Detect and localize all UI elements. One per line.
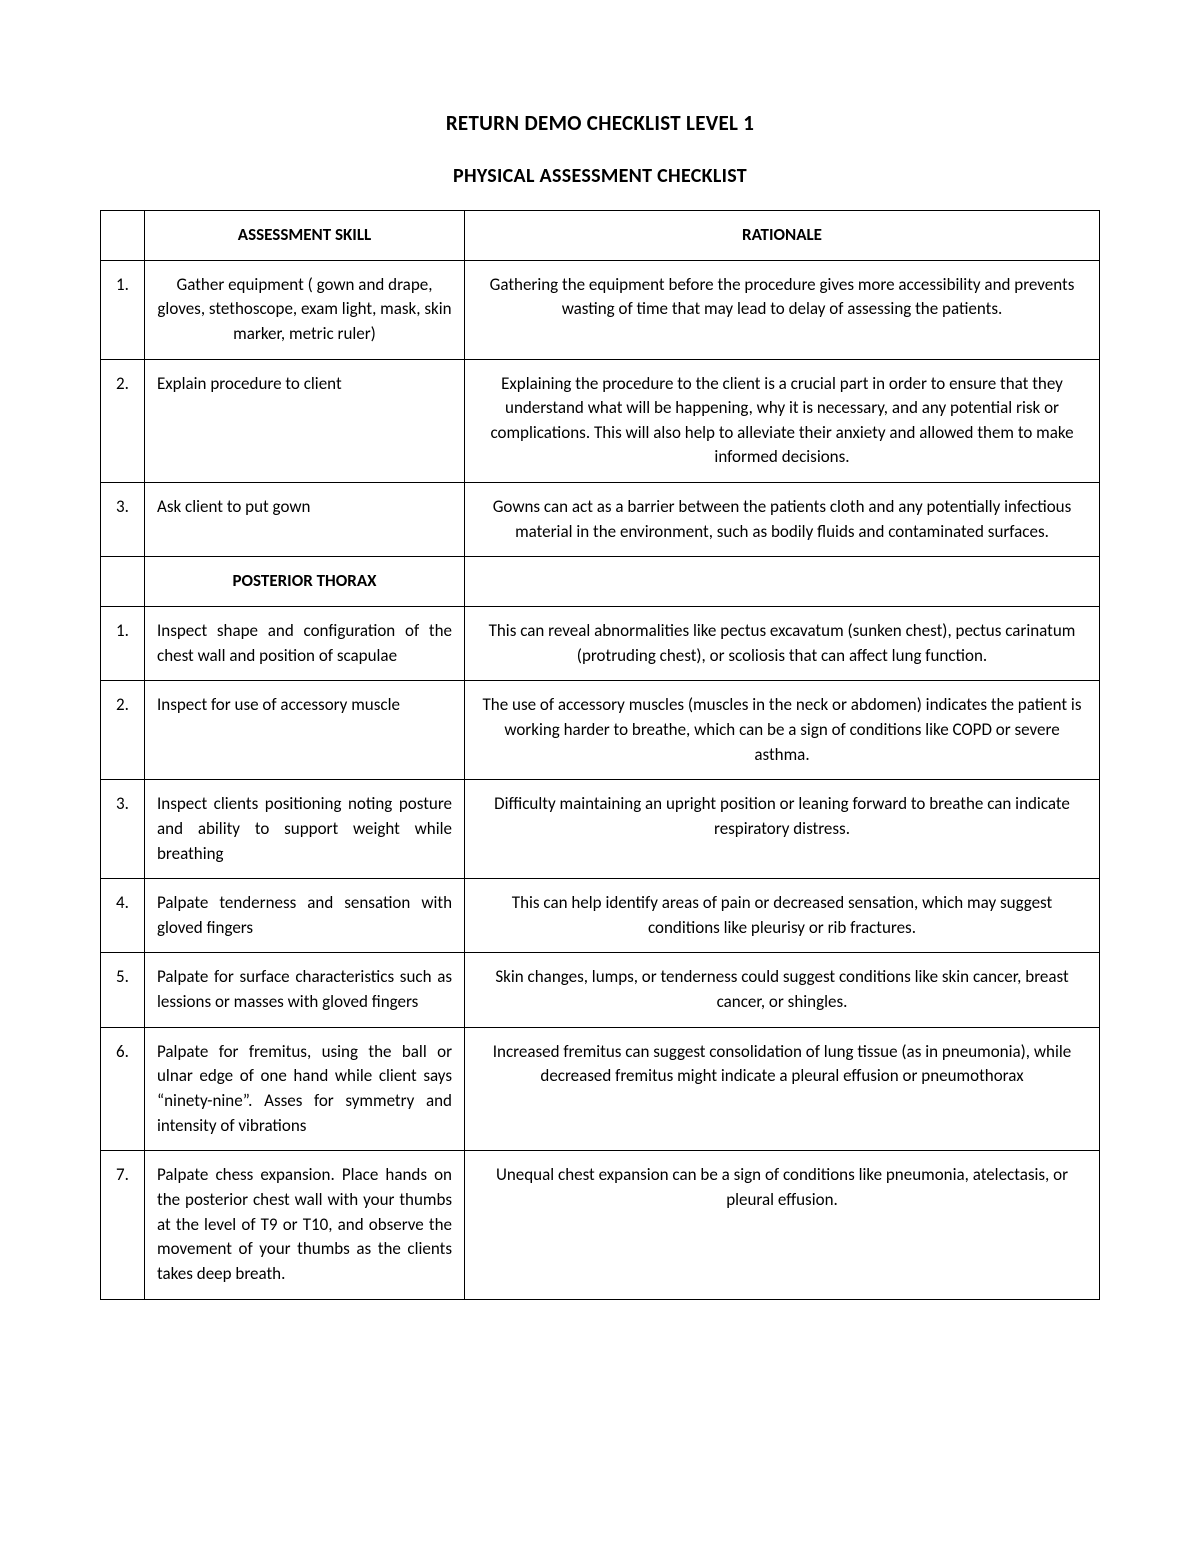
rationale: Increased fremitus can suggest consolida… [465,1027,1100,1151]
table-row: 6.Palpate for fremitus, using the ball o… [101,1027,1100,1151]
table-body: 1.Gather equipment ( gown and drape, glo… [101,260,1100,1299]
section-heading-num [101,557,145,607]
table-row: 3.Ask client to put gownGowns can act as… [101,483,1100,557]
row-number: 2. [101,681,145,780]
page-title: RETURN DEMO CHECKLIST LEVEL 1 [100,110,1100,136]
rationale: This can reveal abnormalities like pectu… [465,607,1100,681]
row-number: 5. [101,953,145,1027]
header-num [101,211,145,261]
section-heading-row: POSTERIOR THORAX [101,557,1100,607]
rationale: The use of accessory muscles (muscles in… [465,681,1100,780]
table-row: 3.Inspect clients positioning noting pos… [101,780,1100,879]
row-number: 3. [101,483,145,557]
page-subtitle: PHYSICAL ASSESSMENT CHECKLIST [100,164,1100,188]
assessment-skill: Inspect for use of accessory muscle [145,681,465,780]
table-row: 5.Palpate for surface characteristics su… [101,953,1100,1027]
rationale: Skin changes, lumps, or tenderness could… [465,953,1100,1027]
assessment-skill: Ask client to put gown [145,483,465,557]
table-header-row: ASSESSMENT SKILL RATIONALE [101,211,1100,261]
table-row: 4.Palpate tenderness and sensation with … [101,879,1100,953]
row-number: 6. [101,1027,145,1151]
row-number: 2. [101,359,145,483]
assessment-skill: Inspect shape and configuration of the c… [145,607,465,681]
rationale: Gathering the equipment before the proce… [465,260,1100,359]
row-number: 4. [101,879,145,953]
rationale: Gowns can act as a barrier between the p… [465,483,1100,557]
row-number: 7. [101,1151,145,1299]
table-row: 1.Inspect shape and configuration of the… [101,607,1100,681]
section-heading-label: POSTERIOR THORAX [145,557,465,607]
assessment-skill: Inspect clients positioning noting postu… [145,780,465,879]
row-number: 1. [101,260,145,359]
table-row: 1.Gather equipment ( gown and drape, glo… [101,260,1100,359]
assessment-skill: Palpate for fremitus, using the ball or … [145,1027,465,1151]
assessment-skill: Explain procedure to client [145,359,465,483]
rationale: Unequal chest expansion can be a sign of… [465,1151,1100,1299]
table-row: 2.Explain procedure to clientExplaining … [101,359,1100,483]
rationale: Difficulty maintaining an upright positi… [465,780,1100,879]
document-page: RETURN DEMO CHECKLIST LEVEL 1 PHYSICAL A… [0,0,1200,1553]
header-skill: ASSESSMENT SKILL [145,211,465,261]
assessment-skill: Palpate tenderness and sensation with gl… [145,879,465,953]
assessment-skill: Palpate chess expansion. Place hands on … [145,1151,465,1299]
row-number: 3. [101,780,145,879]
section-heading-rationale [465,557,1100,607]
assessment-skill: Palpate for surface characteristics such… [145,953,465,1027]
assessment-skill: Gather equipment ( gown and drape, glove… [145,260,465,359]
header-rationale: RATIONALE [465,211,1100,261]
table-row: 2.Inspect for use of accessory muscleThe… [101,681,1100,780]
rationale: This can help identify areas of pain or … [465,879,1100,953]
table-row: 7.Palpate chess expansion. Place hands o… [101,1151,1100,1299]
rationale: Explaining the procedure to the client i… [465,359,1100,483]
checklist-table: ASSESSMENT SKILL RATIONALE 1.Gather equi… [100,210,1100,1300]
row-number: 1. [101,607,145,681]
